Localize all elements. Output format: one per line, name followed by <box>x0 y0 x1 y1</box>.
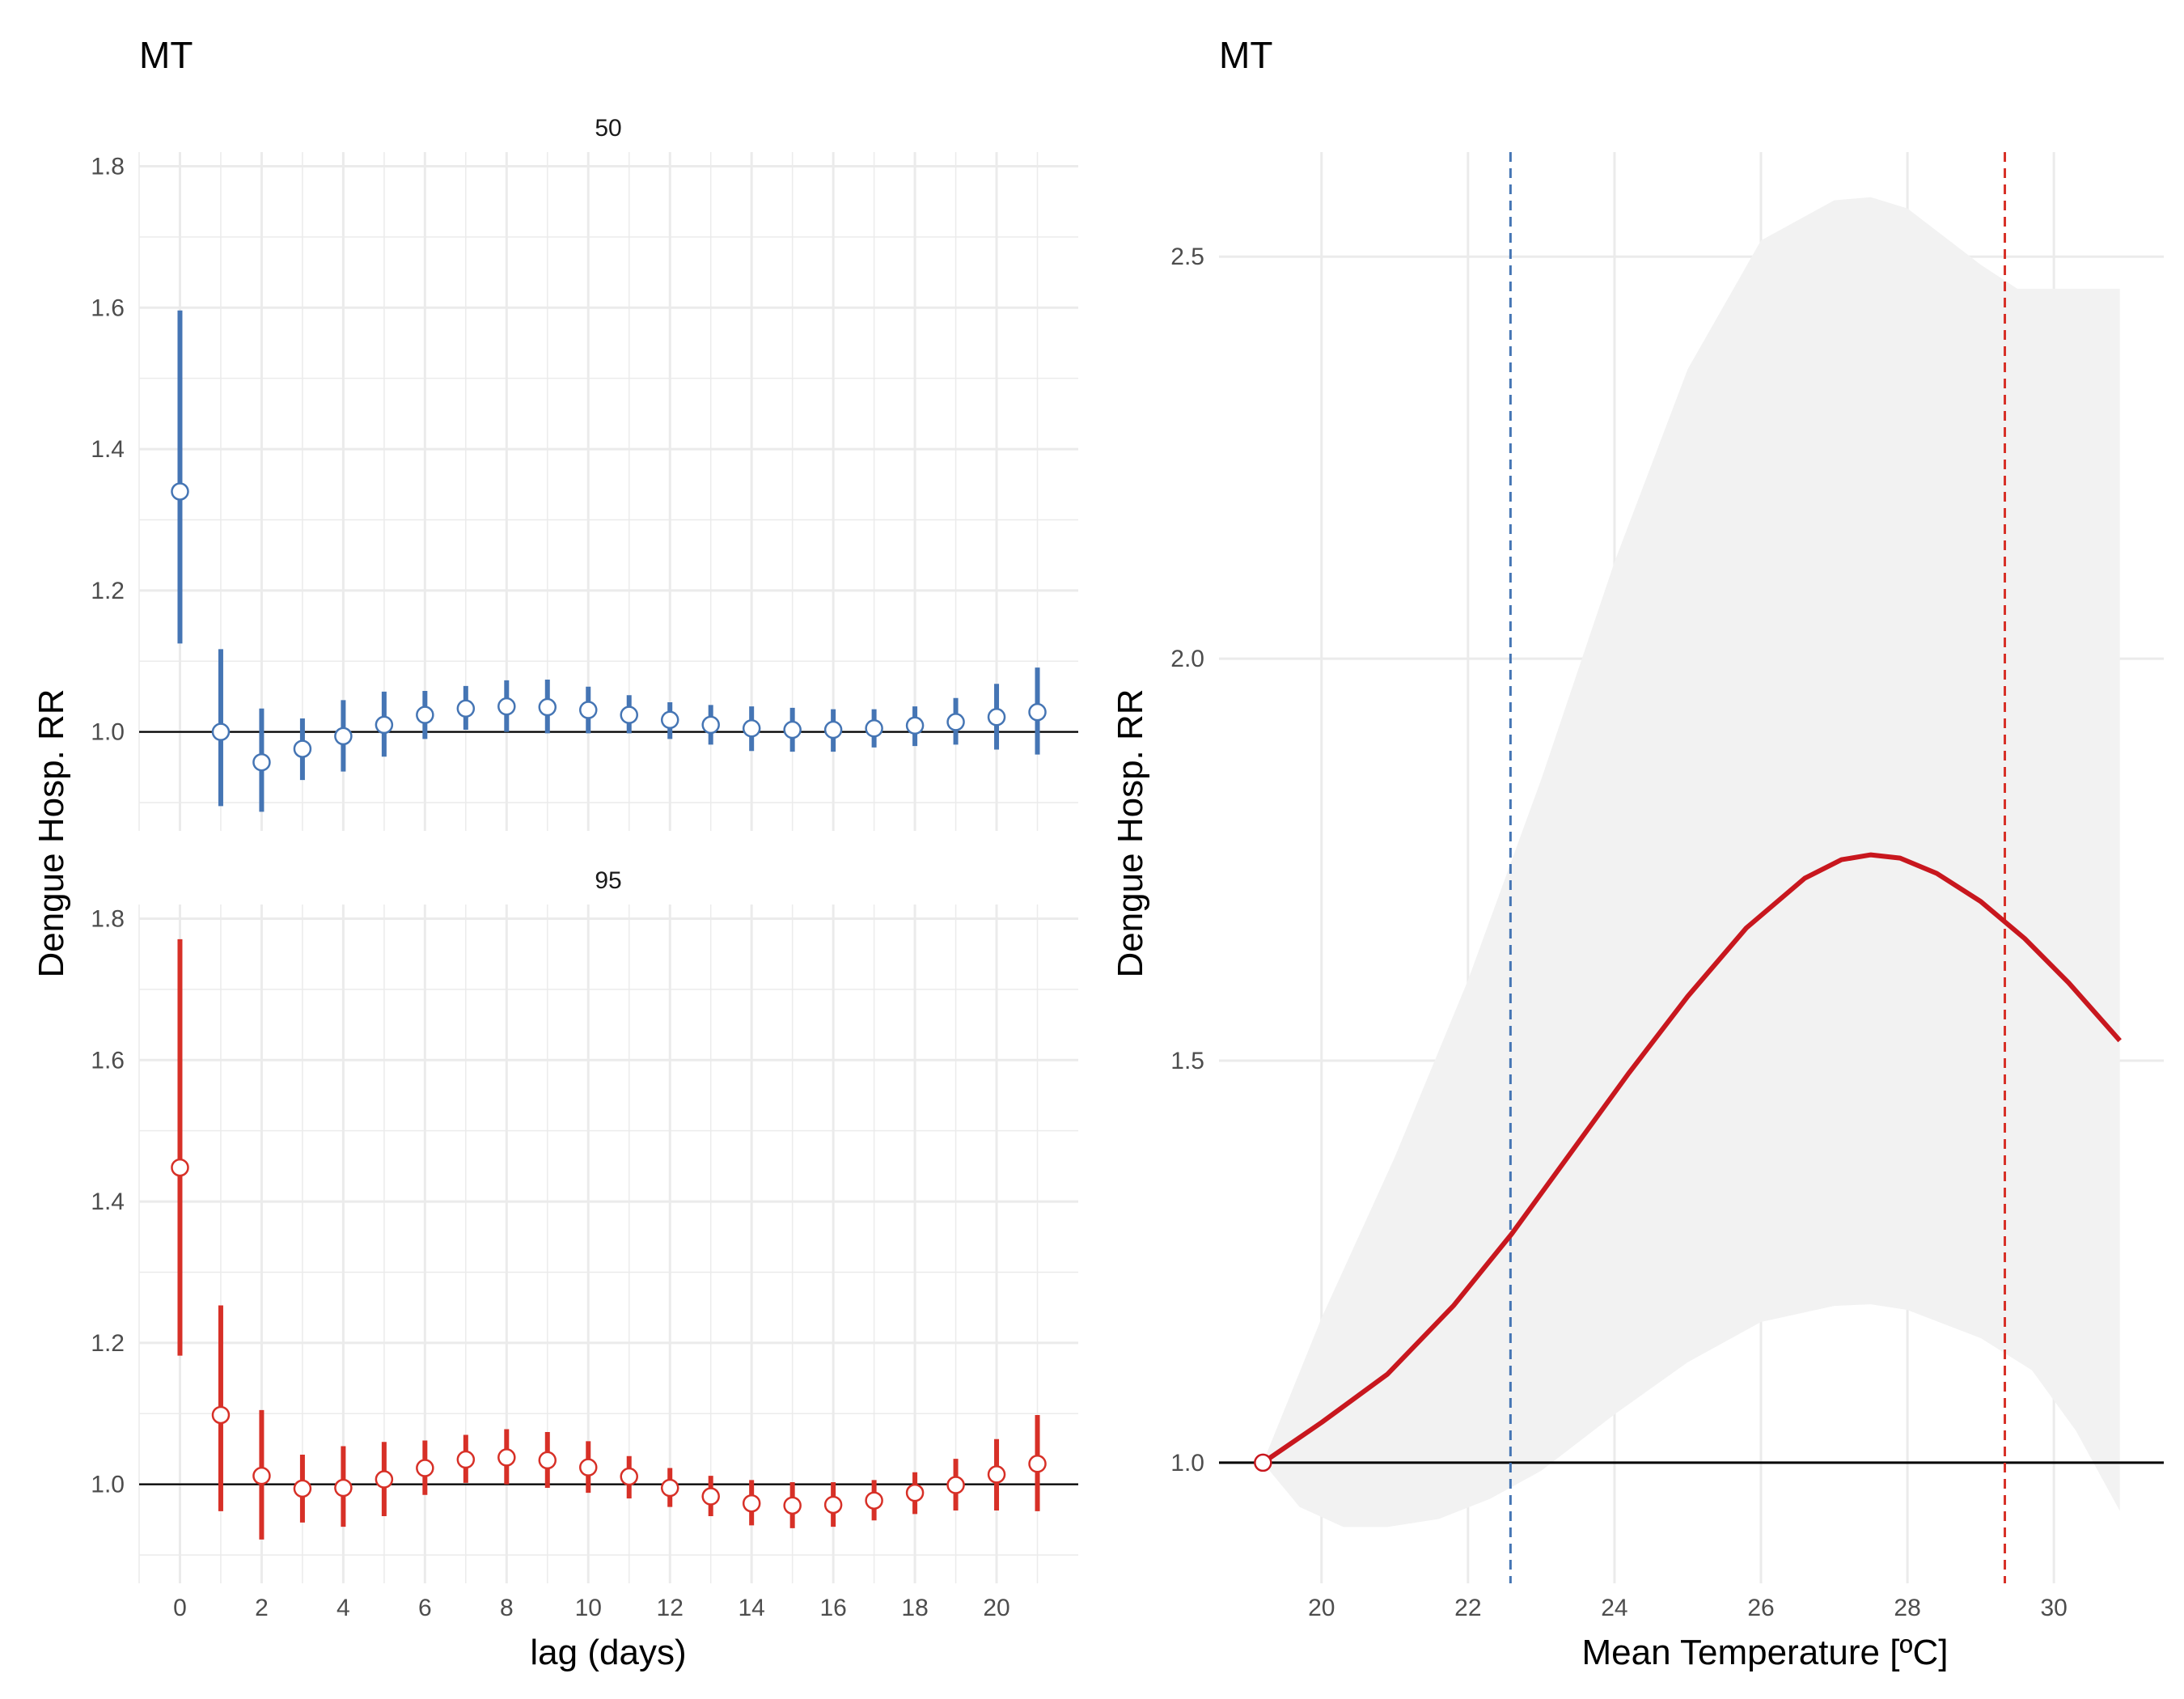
y-tick-label: 2.0 <box>1170 646 1204 672</box>
data-point <box>865 719 883 738</box>
confidence-band <box>1263 197 2120 1527</box>
lag-x-axis-ticks: 0 2 4 6 8 10 12 14 16 18 20 <box>173 1595 1010 1621</box>
temperature-response-chart: MT 1.0 1.5 2.0 2.5 20 22 24 26 28 30 Mean Tempera… <box>1111 34 2164 1672</box>
data-point <box>456 699 476 718</box>
data-point <box>701 1487 720 1506</box>
y-tick-label: 1.5 <box>1170 1048 1204 1074</box>
x-tick-label: 4 <box>336 1595 350 1621</box>
panel-strip-label-p50: 50 <box>595 115 621 142</box>
data-point <box>497 1448 516 1467</box>
x-tick-label: 14 <box>738 1595 764 1621</box>
y-tick-label: 1.8 <box>91 905 125 932</box>
data-point <box>171 482 189 501</box>
data-point <box>497 697 516 716</box>
data-point <box>620 1467 638 1486</box>
x-tick-label: 8 <box>500 1595 514 1621</box>
x-tick-label: 16 <box>819 1595 846 1621</box>
right-x-axis-title: Mean Temperature [ºC] <box>1581 1633 1948 1672</box>
grid-lines <box>138 905 1078 1583</box>
data-point <box>416 705 434 724</box>
data-point <box>660 710 679 730</box>
data-point <box>252 1466 271 1485</box>
data-point <box>701 715 720 735</box>
x-tick-label: 0 <box>173 1595 187 1621</box>
x-tick-label: 2 <box>255 1595 269 1621</box>
data-point <box>334 727 353 746</box>
data-point <box>946 1476 965 1494</box>
data-point <box>538 697 557 717</box>
right-y-axis-title: Dengue Hosp. RR <box>1111 688 1150 977</box>
x-tick-label: 18 <box>901 1595 928 1621</box>
data-point <box>905 1483 925 1502</box>
y-tick-label: 1.6 <box>91 1047 125 1074</box>
data-point <box>1028 1455 1047 1473</box>
x-tick-label: 20 <box>1308 1595 1335 1621</box>
y-tick-label: 1.4 <box>91 1188 125 1215</box>
x-tick-label: 20 <box>983 1595 1009 1621</box>
response-curve <box>1261 852 2122 1465</box>
data-point <box>416 1459 434 1477</box>
data-point <box>865 1491 883 1510</box>
x-tick-label: 26 <box>1747 1595 1774 1621</box>
right-chart-title: MT <box>1219 34 1272 76</box>
data-point <box>211 1405 231 1425</box>
data-point <box>252 752 271 772</box>
data-point <box>946 713 965 731</box>
y-tick-label: 1.0 <box>1170 1450 1204 1477</box>
data-point <box>783 1496 802 1515</box>
data-point <box>171 1158 189 1177</box>
reference-point <box>1254 1453 1272 1472</box>
panel-strip-label-p95: 95 <box>595 867 621 894</box>
data-point <box>823 720 843 739</box>
data-point <box>293 1479 312 1498</box>
data-point <box>579 701 598 719</box>
temperature-plot-area: 1.0 1.5 2.0 2.5 20 22 24 26 28 30 <box>1170 152 2164 1621</box>
left-y-axis-title: Dengue Hosp. RR <box>32 688 71 977</box>
data-point <box>823 1495 843 1515</box>
data-point <box>211 722 231 741</box>
y-tick-label: 2.5 <box>1170 244 1204 270</box>
data-point <box>987 708 1006 727</box>
x-tick-label: 24 <box>1601 1595 1627 1621</box>
data-point <box>987 1465 1006 1484</box>
data-point <box>742 1494 761 1513</box>
data-point <box>1028 702 1047 722</box>
x-tick-label: 10 <box>575 1595 602 1621</box>
x-tick-label: 28 <box>1894 1595 1920 1621</box>
y-tick-label: 1.8 <box>91 153 125 180</box>
data-point <box>660 1478 679 1498</box>
lag-panel-p50: 50 1.0 1.2 1.4 1.6 1.8 <box>91 115 1078 831</box>
y-tick-label: 1.4 <box>91 436 125 463</box>
data-point <box>783 720 802 739</box>
y-tick-label: 1.2 <box>91 1330 125 1357</box>
data-point <box>620 705 638 724</box>
data-point <box>456 1450 476 1469</box>
x-tick-label: 22 <box>1454 1595 1481 1621</box>
y-tick-label: 1.2 <box>91 578 125 604</box>
x-tick-label: 30 <box>2040 1595 2067 1621</box>
data-point <box>293 739 312 758</box>
y-tick-label: 1.0 <box>91 719 125 746</box>
y-tick-label: 1.0 <box>91 1472 125 1498</box>
grid-lines <box>138 152 1078 831</box>
left-chart-title: MT <box>139 34 193 76</box>
x-tick-label: 6 <box>418 1595 432 1621</box>
lag-panel-p95: 95 1.0 1.2 1.4 1.6 1.8 <box>91 867 1078 1583</box>
y-tick-label: 1.6 <box>91 294 125 321</box>
data-point <box>375 715 394 735</box>
data-point <box>905 716 925 735</box>
data-point <box>334 1478 353 1498</box>
data-point <box>538 1451 557 1470</box>
data-point <box>579 1458 598 1477</box>
data-point <box>375 1470 394 1489</box>
left-x-axis-title: lag (days) <box>530 1633 686 1672</box>
lag-response-chart: MT 50 1.0 1.2 1.4 1.6 1.8 95 1.0 1.2 1.4 1.6 1.8… <box>32 34 1078 1672</box>
data-point <box>742 719 761 738</box>
x-tick-label: 12 <box>657 1595 684 1621</box>
